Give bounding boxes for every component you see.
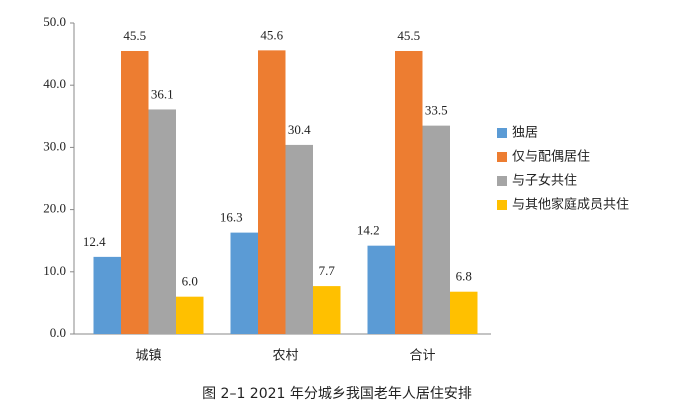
- y-tick-label: 40.0: [43, 76, 66, 91]
- legend-swatch: [497, 176, 507, 186]
- y-tick-label: 0.0: [50, 325, 66, 340]
- value-label: 12.4: [83, 234, 106, 249]
- value-label: 6.0: [182, 274, 198, 289]
- bar: [367, 245, 395, 334]
- value-label: 33.5: [425, 103, 448, 118]
- value-label: 36.1: [151, 86, 174, 101]
- bar: [422, 125, 450, 334]
- x-tick-label: 城镇: [135, 349, 161, 364]
- legend-label: 与其他家庭成员共住: [512, 197, 629, 213]
- value-label: 7.7: [319, 263, 336, 278]
- value-label: 30.4: [288, 122, 311, 137]
- bar: [258, 50, 286, 334]
- value-label: 45.5: [123, 28, 146, 43]
- value-label: 45.6: [260, 27, 283, 42]
- value-label: 45.5: [397, 28, 420, 43]
- legend-swatch: [497, 200, 507, 210]
- y-tick-label: 10.0: [43, 263, 66, 278]
- bar: [93, 256, 121, 334]
- legend-swatch: [497, 128, 507, 138]
- y-tick-label: 50.0: [43, 14, 66, 29]
- value-label: 16.3: [220, 210, 243, 225]
- bar: [395, 50, 423, 335]
- value-label: 14.2: [357, 223, 380, 238]
- x-tick-label: 农村: [272, 349, 298, 364]
- y-tick-label: 20.0: [43, 201, 66, 216]
- y-tick-label: 30.0: [43, 138, 66, 153]
- bar: [313, 286, 341, 334]
- legend-label: 仅与配偶居住: [512, 150, 590, 165]
- bar: [450, 291, 478, 334]
- legend-label: 与子女共住: [512, 173, 577, 189]
- value-label: 6.8: [456, 269, 472, 284]
- bar: [121, 50, 149, 335]
- legend-label: 独居: [512, 126, 538, 141]
- x-tick-label: 合计: [409, 349, 435, 364]
- legend-swatch: [497, 152, 507, 162]
- bar: [176, 296, 204, 334]
- bar: [148, 109, 176, 334]
- bar: [230, 232, 258, 334]
- chart-title: 图 2–1 2021 年分城乡我国老年人居住安排: [202, 386, 472, 402]
- bar: [285, 144, 313, 334]
